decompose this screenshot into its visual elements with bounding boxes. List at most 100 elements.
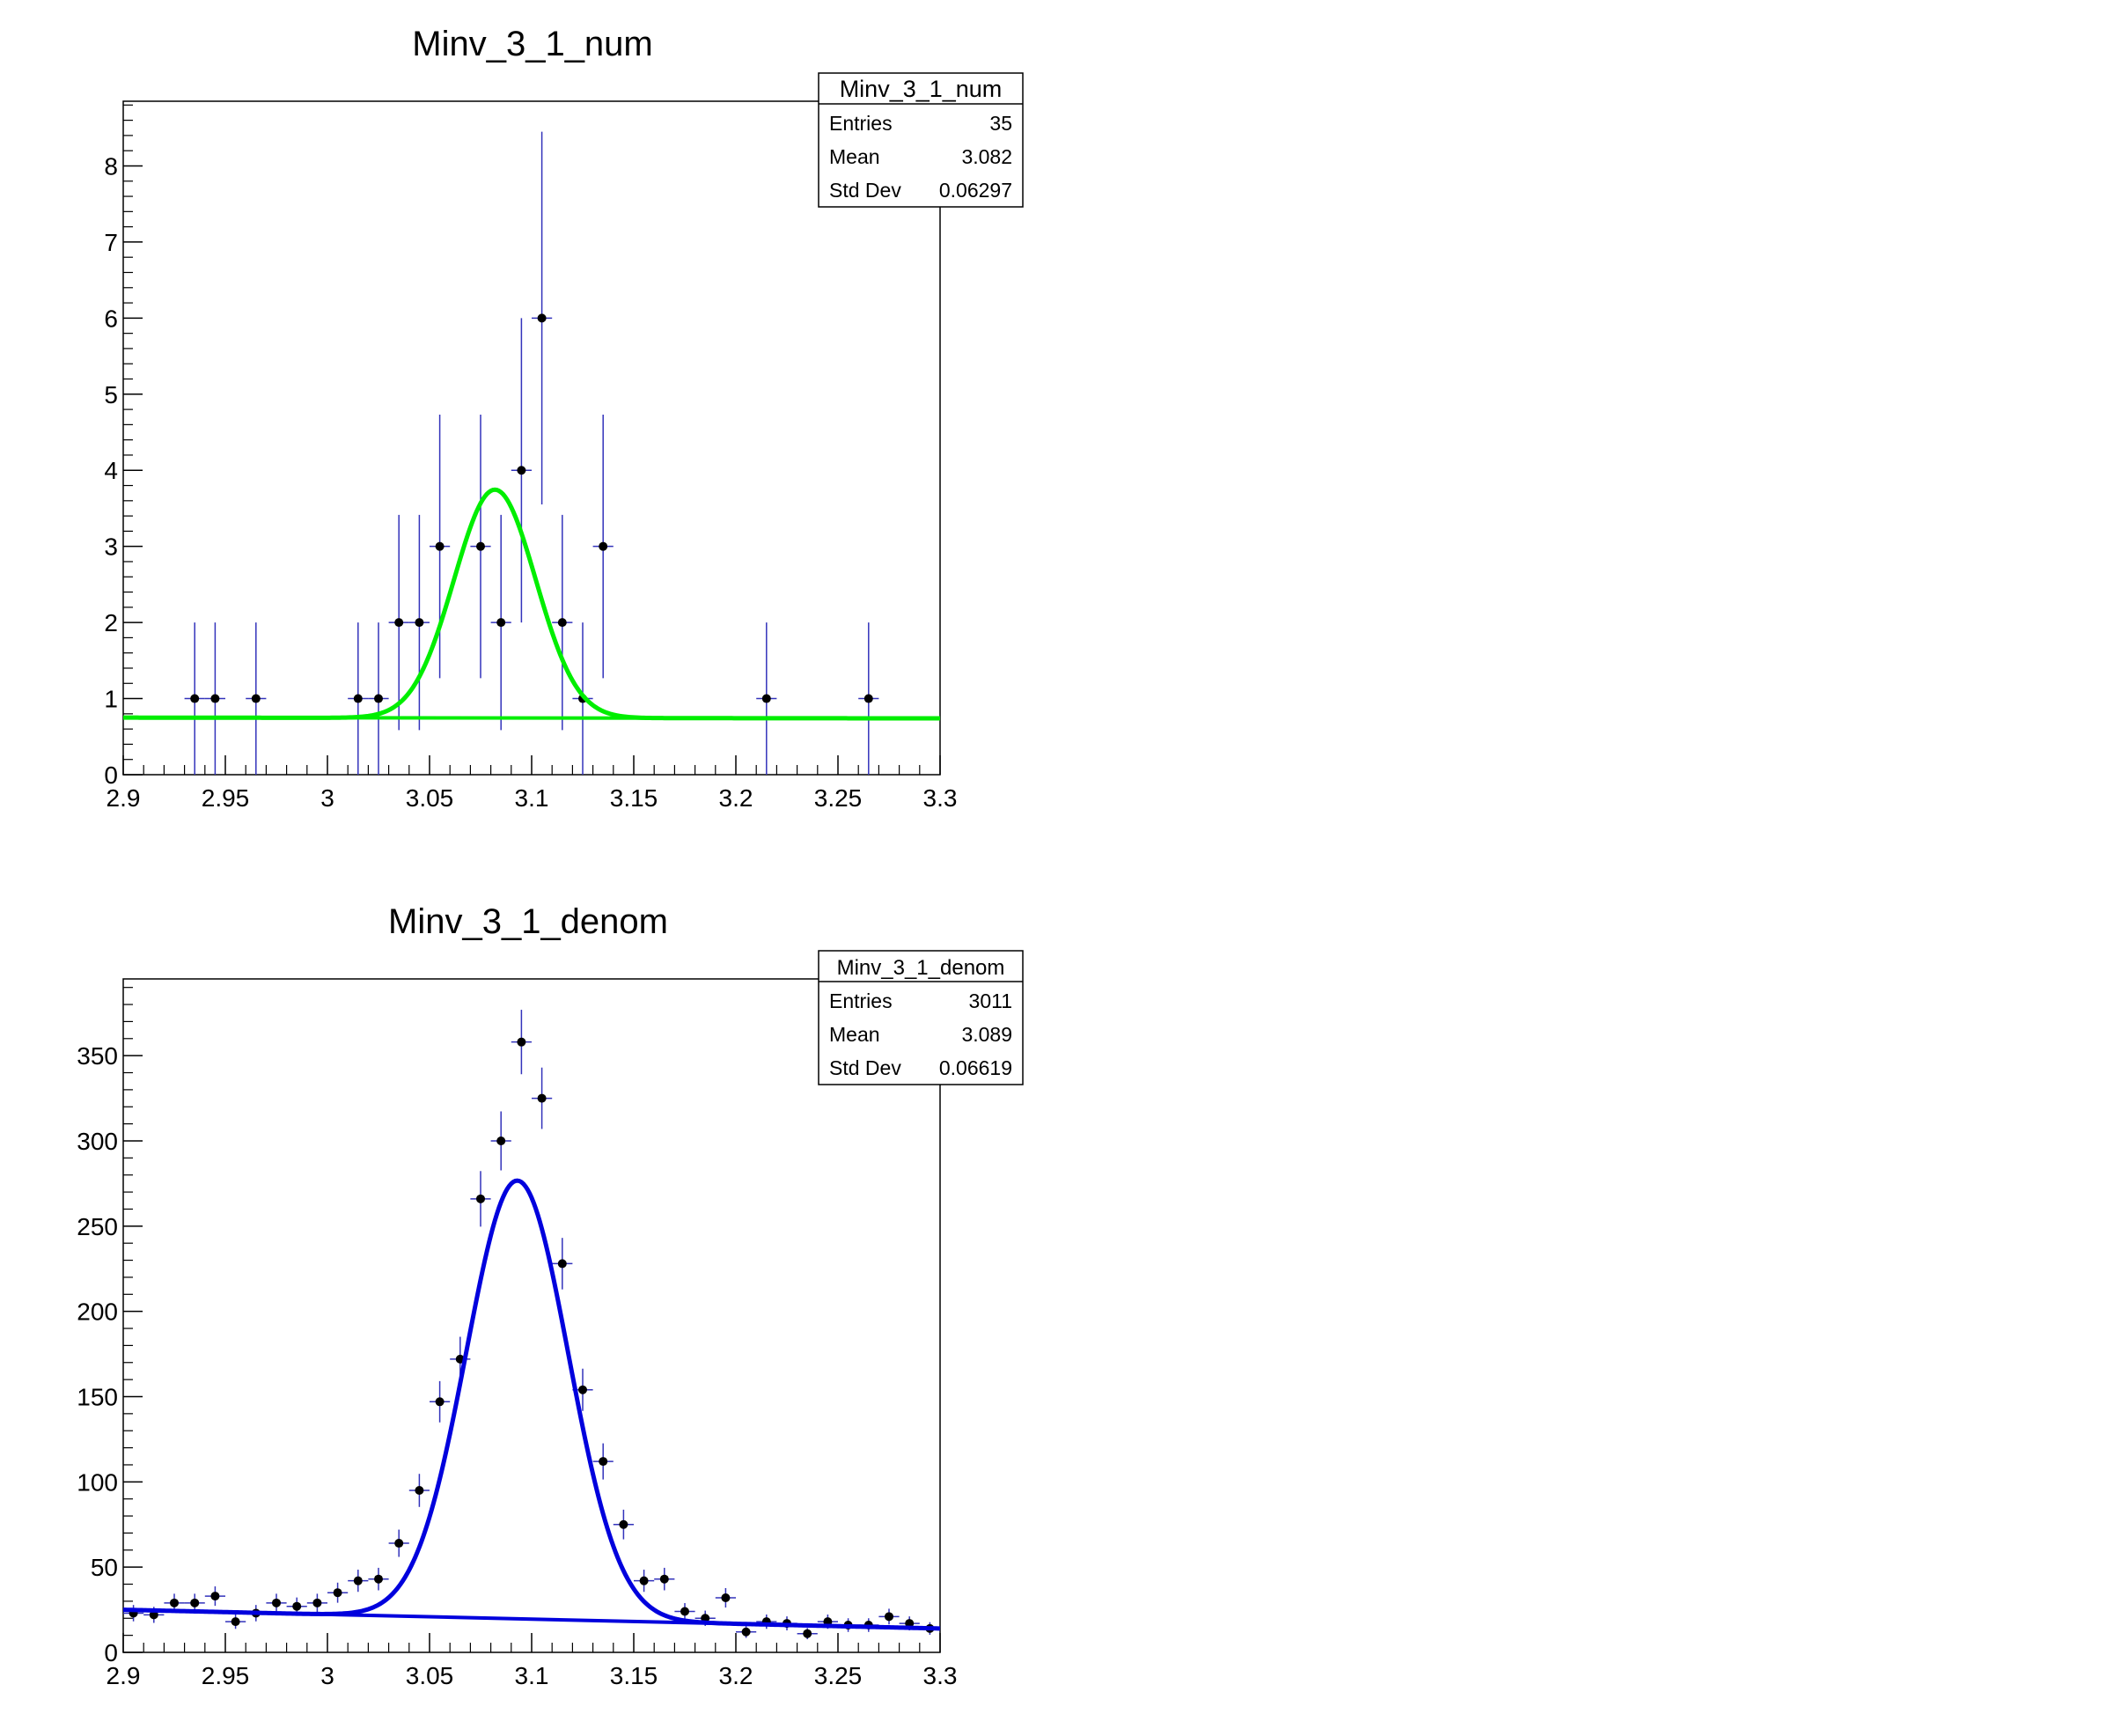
y-tick-label: 300 (77, 1128, 118, 1155)
x-tick-label: 3.1 (515, 1662, 549, 1689)
fit-curves (122, 487, 941, 721)
data-point (435, 1397, 445, 1407)
y-tick-label: 0 (104, 761, 118, 789)
data-point (761, 694, 771, 703)
chart-title: Minv_3_1_num (412, 25, 653, 63)
y-tick-labels: 0 1 2 3 4 5 6 7 8 (104, 152, 118, 789)
stats-label-entries: Entries (829, 112, 893, 135)
background-fit-line (122, 716, 941, 721)
data-point (496, 1136, 506, 1145)
data-point (190, 1598, 200, 1607)
x-tick-label: 3.05 (406, 1662, 454, 1689)
y-tick-label: 50 (91, 1554, 118, 1581)
data-point (292, 1601, 302, 1611)
data-point (578, 1385, 587, 1394)
data-point (557, 1259, 567, 1269)
data-point (517, 1037, 526, 1047)
fit-curves (122, 1178, 941, 1631)
y-tick-labels: 0 50 100 150 200 250 300 350 (77, 1042, 118, 1666)
data-point (272, 1598, 281, 1607)
y-tick-label: 8 (104, 152, 118, 180)
x-tick-label: 2.9 (107, 1662, 141, 1689)
data-point (537, 1093, 547, 1103)
stats-box: Minv_3_1_num Entries 35 Mean 3.082 Std D… (818, 72, 1024, 208)
data-point (353, 694, 363, 703)
data-point (599, 541, 608, 551)
chart-title: Minv_3_1_denom (388, 902, 668, 941)
chart-panel-num: Minv_3_1_num 2.9 2.95 3 3.05 3.1 3.15 3.2 3.25 3… (104, 25, 1024, 812)
data-point (619, 1519, 628, 1529)
data-point (170, 1598, 179, 1607)
data-point (415, 618, 424, 628)
data-point (659, 1574, 669, 1584)
data-point (476, 1194, 485, 1203)
x-tick-label: 2.9 (107, 784, 141, 812)
x-tick-labels: 2.9 2.95 3 3.05 3.1 3.15 3.2 3.25 3.3 (107, 784, 958, 812)
y-tick-label: 350 (77, 1042, 118, 1070)
y-tick-label: 4 (104, 457, 118, 484)
stats-box: Minv_3_1_denom Entries 3011 Mean 3.089 S… (818, 950, 1024, 1085)
background-fit-line (122, 1607, 941, 1630)
data-point (394, 618, 404, 628)
stats-label-mean: Mean (829, 1023, 880, 1046)
data-point (190, 694, 200, 703)
stats-box-frame (818, 950, 1024, 1085)
stats-value-mean: 3.089 (961, 1023, 1012, 1046)
data-point (863, 694, 873, 703)
data-point (496, 618, 506, 628)
stats-value-entries: 3011 (969, 989, 1012, 1012)
y-tick-label: 1 (104, 686, 118, 713)
x-tick-label: 3.15 (610, 1662, 658, 1689)
axis-ticks (122, 987, 941, 1653)
x-tick-label: 3 (320, 1662, 334, 1689)
stats-value-entries: 35 (989, 112, 1012, 135)
y-tick-label: 200 (77, 1298, 118, 1326)
stats-label-entries: Entries (829, 989, 893, 1012)
data-point (210, 694, 220, 703)
x-tick-label: 2.95 (202, 1662, 250, 1689)
stats-box-frame (818, 72, 1024, 208)
stats-label-stddev: Std Dev (829, 179, 901, 202)
x-tick-label: 3 (320, 784, 334, 812)
y-tick-label: 0 (104, 1639, 118, 1666)
data-point (599, 1457, 608, 1467)
data-point (394, 1539, 404, 1548)
data-point (312, 1598, 322, 1607)
y-tick-label: 100 (77, 1468, 118, 1496)
stats-box-title: Minv_3_1_denom (837, 956, 1005, 980)
data-point (639, 1576, 649, 1585)
data-point (374, 1574, 383, 1584)
x-tick-label: 3.3 (923, 1662, 958, 1689)
stats-label-mean: Mean (829, 145, 880, 168)
data-point (210, 1592, 220, 1601)
axis-ticks (122, 104, 941, 776)
x-tick-label: 3.15 (610, 784, 658, 812)
x-tick-label: 3.2 (719, 784, 753, 812)
data-point (557, 618, 567, 628)
y-tick-label: 7 (104, 229, 118, 256)
x-tick-label: 3.25 (814, 784, 863, 812)
data-point (353, 1576, 363, 1585)
data-point (435, 541, 445, 551)
stats-box-title: Minv_3_1_num (840, 76, 1003, 102)
stats-value-stddev: 0.06297 (939, 179, 1012, 202)
stats-value-stddev: 0.06619 (939, 1056, 1012, 1079)
data-point (415, 1486, 424, 1496)
y-tick-label: 5 (104, 381, 118, 408)
x-tick-label: 3.1 (515, 784, 549, 812)
stats-label-stddev: Std Dev (829, 1056, 901, 1079)
data-point (680, 1607, 689, 1616)
data-point (251, 694, 261, 703)
data-point (537, 313, 547, 323)
x-tick-labels: 2.9 2.95 3 3.05 3.1 3.15 3.2 3.25 3.3 (107, 1662, 958, 1689)
y-tick-label: 6 (104, 305, 118, 332)
y-tick-label: 3 (104, 533, 118, 561)
data-point (333, 1588, 342, 1598)
data-point (517, 466, 526, 475)
chart-panel-denom: Minv_3_1_denom 2.9 2.95 3 3.05 3.1 3.15 3.2 3.2… (77, 902, 1024, 1689)
x-tick-label: 3.25 (814, 1662, 863, 1689)
data-point (374, 694, 383, 703)
y-tick-label: 250 (77, 1213, 118, 1240)
stats-value-mean: 3.082 (961, 145, 1012, 168)
data-point (721, 1593, 731, 1603)
